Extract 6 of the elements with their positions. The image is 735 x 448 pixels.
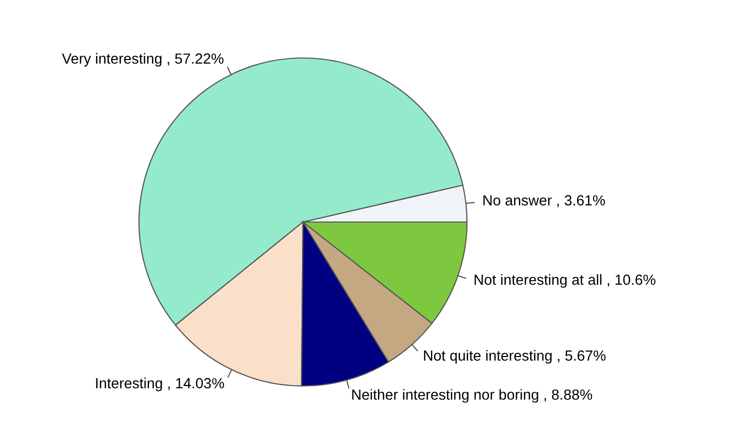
slice-label: Interesting , 14.03% [96,378,224,392]
slice-label: Not quite interesting , 5.67% [424,350,606,364]
slice-label: No answer , 3.61% [483,195,605,208]
slice-label: Very interesting , 57.22% [62,53,224,67]
slice-label: Not interesting at all , 10.6% [474,274,656,288]
slice-label: Neither interesting nor boring , 8.88% [352,389,592,403]
